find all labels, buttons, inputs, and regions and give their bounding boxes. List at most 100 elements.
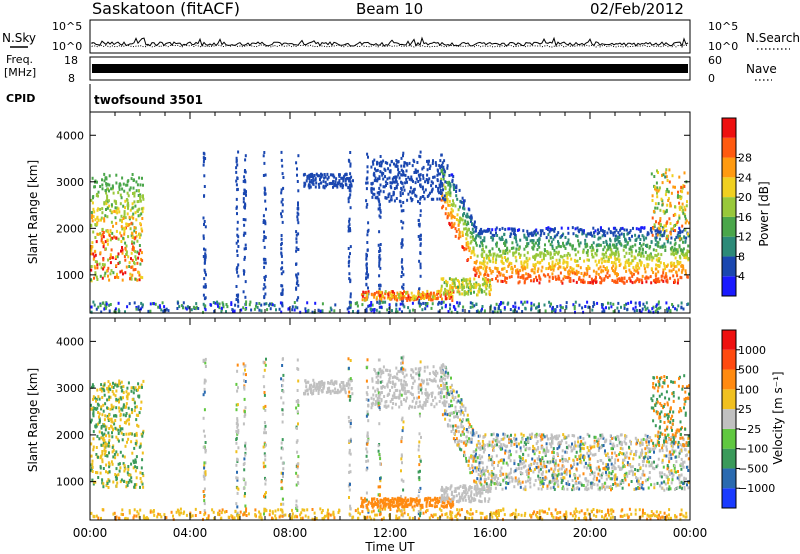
range-cell (481, 230, 484, 234)
range-cell (541, 265, 544, 269)
range-cell (611, 470, 614, 473)
range-cell (242, 197, 245, 201)
range-cell (572, 279, 575, 283)
range-cell (682, 307, 685, 311)
range-cell (457, 288, 460, 292)
range-cell (523, 261, 526, 265)
range-cell (101, 276, 104, 280)
range-cell (117, 237, 120, 241)
range-cell (419, 197, 422, 201)
range-cell (91, 201, 94, 205)
range-cell (660, 274, 663, 278)
range-cell (448, 192, 451, 196)
range-cell (607, 244, 610, 248)
range-cell (472, 459, 475, 463)
range-cell (516, 268, 519, 272)
range-cell (618, 240, 621, 243)
range-cell (498, 228, 501, 232)
range-cell (403, 161, 406, 165)
range-cell (518, 252, 520, 256)
range-cell (510, 232, 513, 236)
range-cell (225, 303, 228, 306)
range-cell (600, 486, 603, 490)
range-cell (497, 307, 500, 310)
range-cell (636, 268, 639, 272)
range-cell (622, 458, 624, 462)
range-cell (539, 251, 542, 255)
range-cell (379, 209, 382, 212)
range-cell (560, 305, 562, 309)
range-cell (634, 305, 637, 309)
range-cell (97, 190, 100, 194)
range-cell (564, 275, 567, 279)
range-cell (623, 255, 626, 259)
range-cell (601, 433, 604, 437)
range-cell (128, 473, 131, 477)
range-cell (613, 270, 616, 274)
range-cell (352, 179, 354, 183)
range-cell (483, 250, 486, 254)
range-cell (510, 262, 513, 265)
range-cell (454, 234, 457, 238)
range-cell (678, 214, 681, 218)
range-cell (349, 252, 351, 256)
range-cell (104, 189, 107, 193)
range-cell (502, 301, 505, 305)
range-cell (618, 277, 621, 281)
range-cell (127, 432, 130, 436)
range-cell (454, 186, 457, 190)
range-cell (115, 414, 118, 418)
range-cell (524, 459, 527, 463)
range-cell (645, 438, 647, 442)
range-cell (643, 267, 646, 271)
range-cell (474, 273, 477, 277)
range-cell (384, 161, 387, 165)
range-cell (673, 281, 675, 284)
range-cell (106, 197, 109, 201)
range-cell (652, 447, 654, 451)
range-cell (446, 280, 449, 284)
range-cell (628, 237, 631, 240)
range-cell (553, 235, 556, 239)
freq-left-tick-bottom: 8 (68, 72, 75, 85)
range-cell (445, 395, 448, 398)
range-cell (391, 290, 394, 294)
range-cell (381, 173, 384, 177)
range-cell (465, 440, 468, 444)
cpid-label: CPID (6, 92, 35, 105)
range-cell (475, 241, 477, 245)
range-cell (497, 460, 500, 464)
range-cell (482, 442, 485, 446)
range-cell (237, 263, 240, 267)
range-cell (439, 189, 442, 192)
range-cell (524, 488, 527, 492)
range-cell (136, 466, 139, 470)
range-cell (447, 203, 450, 207)
range-cell (101, 481, 104, 485)
range-cell (263, 230, 265, 234)
range-cell (407, 175, 410, 179)
range-cell (515, 237, 517, 241)
range-cell (344, 177, 347, 181)
range-cell (492, 432, 495, 436)
range-cell (533, 483, 536, 487)
range-cell (561, 306, 564, 310)
range-cell (592, 248, 595, 252)
range-cell (510, 267, 513, 271)
range-cell (605, 470, 607, 474)
range-cell (669, 276, 672, 280)
range-cell (609, 245, 612, 249)
range-cell (281, 198, 284, 202)
range-cell (549, 253, 552, 257)
range-cell (596, 483, 599, 487)
range-cell (466, 233, 469, 237)
range-cell (442, 382, 445, 385)
range-cell (552, 266, 555, 270)
range-cell (676, 221, 679, 224)
range-cell (520, 265, 523, 269)
range-cell (471, 223, 474, 226)
range-cell (638, 303, 641, 307)
colorbar-tick-label: 20 (738, 191, 752, 204)
range-cell (458, 220, 461, 224)
range-cell (365, 181, 368, 185)
